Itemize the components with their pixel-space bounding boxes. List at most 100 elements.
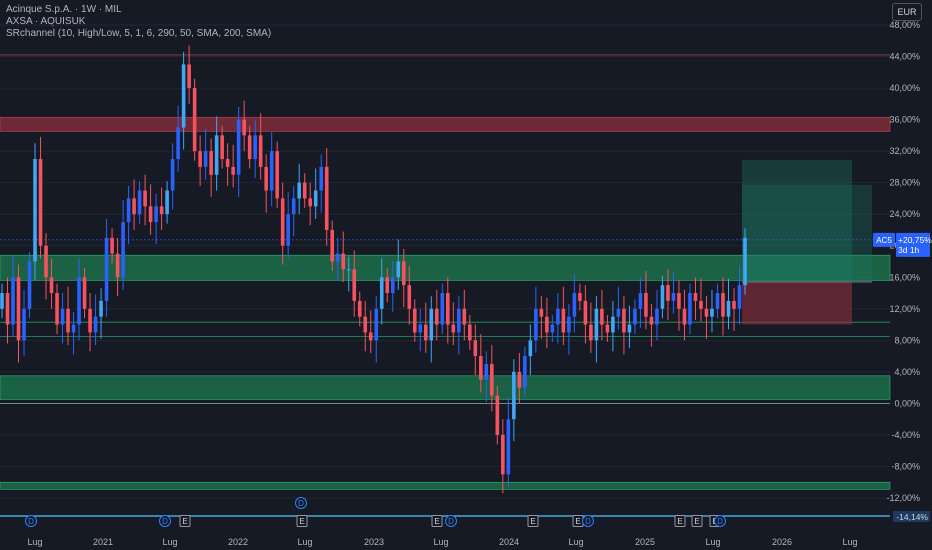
candle xyxy=(611,300,615,352)
candle xyxy=(390,261,395,312)
x-tick-label: 2021 xyxy=(93,537,113,547)
candle xyxy=(523,346,527,398)
candle-body xyxy=(16,277,21,341)
dividend-marker[interactable]: D xyxy=(582,515,594,527)
dividend-marker[interactable]: D xyxy=(25,515,37,527)
candle xyxy=(60,293,65,344)
y-tick-label: 32,00% xyxy=(889,146,920,156)
candle xyxy=(539,296,544,339)
candle xyxy=(374,296,379,363)
candle xyxy=(666,269,670,320)
symbol-title[interactable]: Acinque S.p.A. · 1W · MIL xyxy=(6,4,122,15)
candle-body xyxy=(357,300,362,317)
earnings-marker[interactable]: E xyxy=(296,515,308,527)
candle-body xyxy=(121,222,125,278)
candle-body xyxy=(561,308,566,333)
candle-body xyxy=(33,159,37,262)
candle-body xyxy=(594,308,599,341)
candle xyxy=(77,258,81,341)
dividend-marker[interactable]: D xyxy=(159,515,171,527)
earnings-marker[interactable]: E xyxy=(527,515,539,527)
candle xyxy=(148,184,153,235)
candle-body xyxy=(633,308,637,325)
candle-body xyxy=(176,127,180,160)
candle xyxy=(126,185,131,245)
candle-body xyxy=(258,135,263,167)
candle xyxy=(484,351,489,402)
dividend-marker[interactable]: D xyxy=(714,515,726,527)
y-tick-label: 48,00% xyxy=(889,20,920,30)
x-tick-label: 2025 xyxy=(635,537,655,547)
candle-body xyxy=(600,308,604,325)
candle xyxy=(495,386,500,445)
candle xyxy=(440,283,445,335)
candle-body xyxy=(82,277,87,309)
dividend-marker[interactable]: D xyxy=(445,515,457,527)
candle-body xyxy=(671,293,676,301)
earnings-marker[interactable]: E xyxy=(431,515,443,527)
candle-body xyxy=(401,261,406,286)
candle xyxy=(501,419,505,494)
profit-area xyxy=(742,159,852,282)
dividend-marker[interactable]: D xyxy=(295,497,307,509)
candle xyxy=(704,296,709,339)
candle-body xyxy=(605,324,610,333)
earnings-marker[interactable]: E xyxy=(572,515,584,527)
candle xyxy=(225,143,230,186)
candle xyxy=(556,293,560,344)
candle xyxy=(44,233,48,300)
candle-body xyxy=(44,245,48,278)
candle xyxy=(594,296,599,363)
candle xyxy=(721,277,725,336)
candle-body xyxy=(275,151,279,199)
candle-body xyxy=(473,340,478,357)
earnings-square xyxy=(527,515,539,527)
position-tool[interactable] xyxy=(742,159,872,325)
indicator-legend[interactable]: SRchannel (10, High/Low, 5, 1, 6, 290, 5… xyxy=(6,28,272,39)
candle xyxy=(203,129,208,180)
candle xyxy=(159,187,164,230)
earnings-marker[interactable]: E xyxy=(179,515,191,527)
candle-body xyxy=(693,293,698,301)
event-label: D xyxy=(717,517,723,526)
candle-body xyxy=(269,151,274,191)
candle-body xyxy=(236,119,241,175)
currency-button[interactable]: EUR xyxy=(892,3,922,21)
event-label: E xyxy=(575,517,580,526)
candle-body xyxy=(319,166,324,191)
candle-body xyxy=(446,293,450,325)
event-label: D xyxy=(585,517,591,526)
candle-body xyxy=(517,371,522,388)
earnings-marker[interactable]: E xyxy=(674,515,686,527)
candle xyxy=(247,125,252,169)
earnings-marker[interactable]: E xyxy=(691,515,703,527)
candle-body xyxy=(451,324,456,333)
candle-body xyxy=(418,324,423,333)
candle-body xyxy=(644,293,648,317)
candle xyxy=(330,220,335,271)
candle xyxy=(324,147,329,246)
candle xyxy=(379,258,384,325)
candle xyxy=(490,345,494,412)
candle-body xyxy=(374,308,379,341)
dividend-circle xyxy=(582,515,594,527)
candle xyxy=(297,163,301,215)
candle xyxy=(660,275,665,319)
event-label: E xyxy=(530,517,535,526)
candle-body xyxy=(412,308,417,333)
candle-body xyxy=(545,316,549,333)
candle xyxy=(99,288,103,339)
candle-body xyxy=(297,182,301,199)
x-tick-label: Lug xyxy=(705,537,720,547)
candle xyxy=(743,228,747,295)
level-lines-layer xyxy=(0,54,890,404)
candle xyxy=(253,119,257,178)
candle-body xyxy=(253,135,257,160)
y-tick-label: 40,00% xyxy=(889,83,920,93)
resistance-zone xyxy=(0,116,891,132)
support-zone xyxy=(0,481,891,490)
candle-body xyxy=(495,395,500,435)
candle-body xyxy=(534,308,538,341)
candle xyxy=(726,278,731,330)
